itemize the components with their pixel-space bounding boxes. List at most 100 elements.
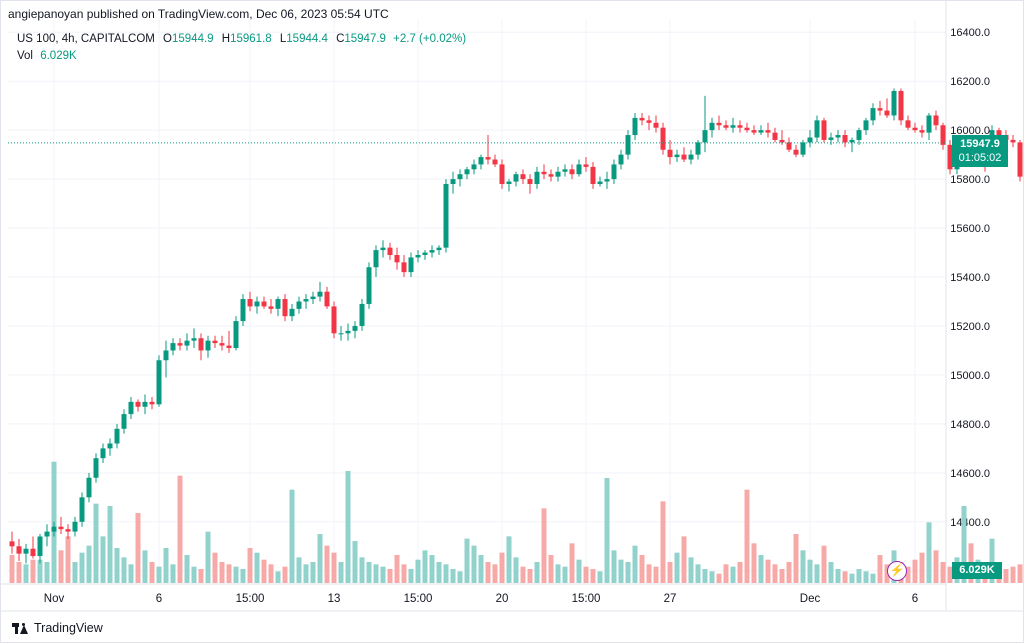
y-tick-label: 16400.0 bbox=[950, 27, 990, 39]
candle-body bbox=[835, 135, 841, 138]
candle-body bbox=[660, 127, 666, 150]
volume-bar bbox=[373, 564, 379, 583]
x-tick-label: 27 bbox=[664, 593, 677, 605]
volume-bar bbox=[716, 573, 722, 583]
candle-body bbox=[884, 110, 890, 116]
y-tick-label: 15600.0 bbox=[950, 223, 990, 235]
volume-bar bbox=[135, 513, 141, 583]
volume-bar bbox=[324, 545, 330, 583]
candle-body bbox=[100, 448, 106, 459]
symbol-label: US 100, 4h, CAPITALCOM bbox=[17, 33, 155, 45]
y-tick-label: 15800.0 bbox=[950, 174, 990, 186]
volume-bar bbox=[37, 559, 43, 583]
candle-body bbox=[471, 164, 477, 170]
candle-body bbox=[597, 181, 603, 185]
candle-body bbox=[604, 179, 610, 182]
candle-body bbox=[1017, 142, 1023, 177]
candle-body bbox=[107, 443, 113, 449]
volume-bar bbox=[282, 566, 288, 583]
volume-bar bbox=[464, 538, 470, 583]
volume-label: Vol bbox=[17, 50, 33, 62]
volume-bar bbox=[422, 550, 428, 583]
volume-bar bbox=[821, 545, 827, 583]
candle-body bbox=[345, 330, 351, 334]
volume-bar bbox=[758, 555, 764, 583]
volume-bar bbox=[16, 562, 22, 583]
volume-bar bbox=[597, 571, 603, 583]
candle-body bbox=[429, 250, 435, 253]
volume-bar bbox=[842, 571, 848, 583]
volume-bar bbox=[702, 569, 708, 583]
lightning-icon[interactable]: ⚡ bbox=[887, 561, 907, 581]
volume-bar bbox=[72, 562, 78, 583]
candle-body bbox=[933, 115, 939, 126]
volume-bar bbox=[205, 531, 211, 583]
candle-body bbox=[23, 548, 29, 554]
candle-body bbox=[555, 171, 561, 177]
volume-bar bbox=[590, 569, 596, 583]
symbol-legend[interactable]: US 100, 4h, CAPITALCOM O15944.9 H15961.8… bbox=[17, 33, 466, 45]
volume-bar bbox=[625, 562, 631, 583]
volume-bar bbox=[450, 569, 456, 583]
candle-body bbox=[646, 120, 652, 123]
high-value: 15961.8 bbox=[230, 33, 272, 45]
candle-body bbox=[793, 149, 799, 155]
candle-body bbox=[513, 174, 519, 182]
candle-body bbox=[681, 154, 687, 160]
volume-bar bbox=[338, 562, 344, 583]
volume-bar bbox=[1017, 564, 1023, 583]
volume-legend[interactable]: Vol 6.029K bbox=[17, 50, 77, 62]
candle-body bbox=[520, 174, 526, 180]
footer-brand[interactable]: TradingView bbox=[12, 621, 103, 635]
candle-body bbox=[758, 130, 764, 133]
candle-body bbox=[51, 526, 57, 532]
candle-body bbox=[212, 340, 218, 344]
volume-bar bbox=[583, 566, 589, 583]
volume-bar bbox=[394, 555, 400, 583]
volume-bar bbox=[121, 557, 127, 583]
volume-bar bbox=[247, 548, 253, 583]
x-tick-label: 15:00 bbox=[404, 593, 433, 605]
volume-bar bbox=[128, 564, 134, 583]
candle-body bbox=[324, 291, 330, 307]
x-tick-label: 6 bbox=[912, 593, 918, 605]
candle-body bbox=[807, 137, 813, 143]
candle-body bbox=[590, 166, 596, 185]
volume-bar bbox=[667, 562, 673, 583]
candle-body bbox=[618, 154, 624, 165]
volume-bar bbox=[569, 543, 575, 583]
volume-bar bbox=[198, 569, 204, 583]
volume-bar bbox=[44, 562, 50, 583]
candle-body bbox=[422, 252, 428, 255]
candle-body bbox=[352, 325, 358, 331]
volume-bar bbox=[107, 506, 113, 583]
volume-bar bbox=[646, 564, 652, 583]
x-tick-label: Nov bbox=[44, 593, 65, 605]
candle-body bbox=[226, 345, 232, 349]
x-tick-label: Dec bbox=[800, 593, 821, 605]
volume-bar bbox=[289, 489, 295, 583]
candle-body bbox=[926, 115, 932, 133]
candle-body bbox=[114, 428, 120, 444]
volume-bar bbox=[709, 571, 715, 583]
volume-bar bbox=[912, 559, 918, 583]
volume-bar bbox=[58, 550, 64, 583]
volume-bar bbox=[688, 557, 694, 583]
volume-bar bbox=[765, 559, 771, 583]
volume-bar bbox=[681, 536, 687, 583]
volume-bar bbox=[142, 550, 148, 583]
volume-bar bbox=[429, 555, 435, 583]
volume-bar bbox=[926, 522, 932, 583]
candle-body bbox=[814, 120, 820, 138]
volume-bar bbox=[23, 564, 29, 583]
volume-bar bbox=[331, 552, 337, 583]
candle-body bbox=[394, 254, 400, 263]
volume-bar bbox=[303, 564, 309, 583]
candle-body bbox=[842, 135, 848, 143]
volume-bar bbox=[751, 543, 757, 583]
last-price-tag: 15947.9 01:05:02 bbox=[952, 134, 1008, 167]
candle-body bbox=[65, 529, 71, 532]
volume-bar bbox=[1010, 566, 1016, 583]
volume-bar bbox=[534, 562, 540, 583]
